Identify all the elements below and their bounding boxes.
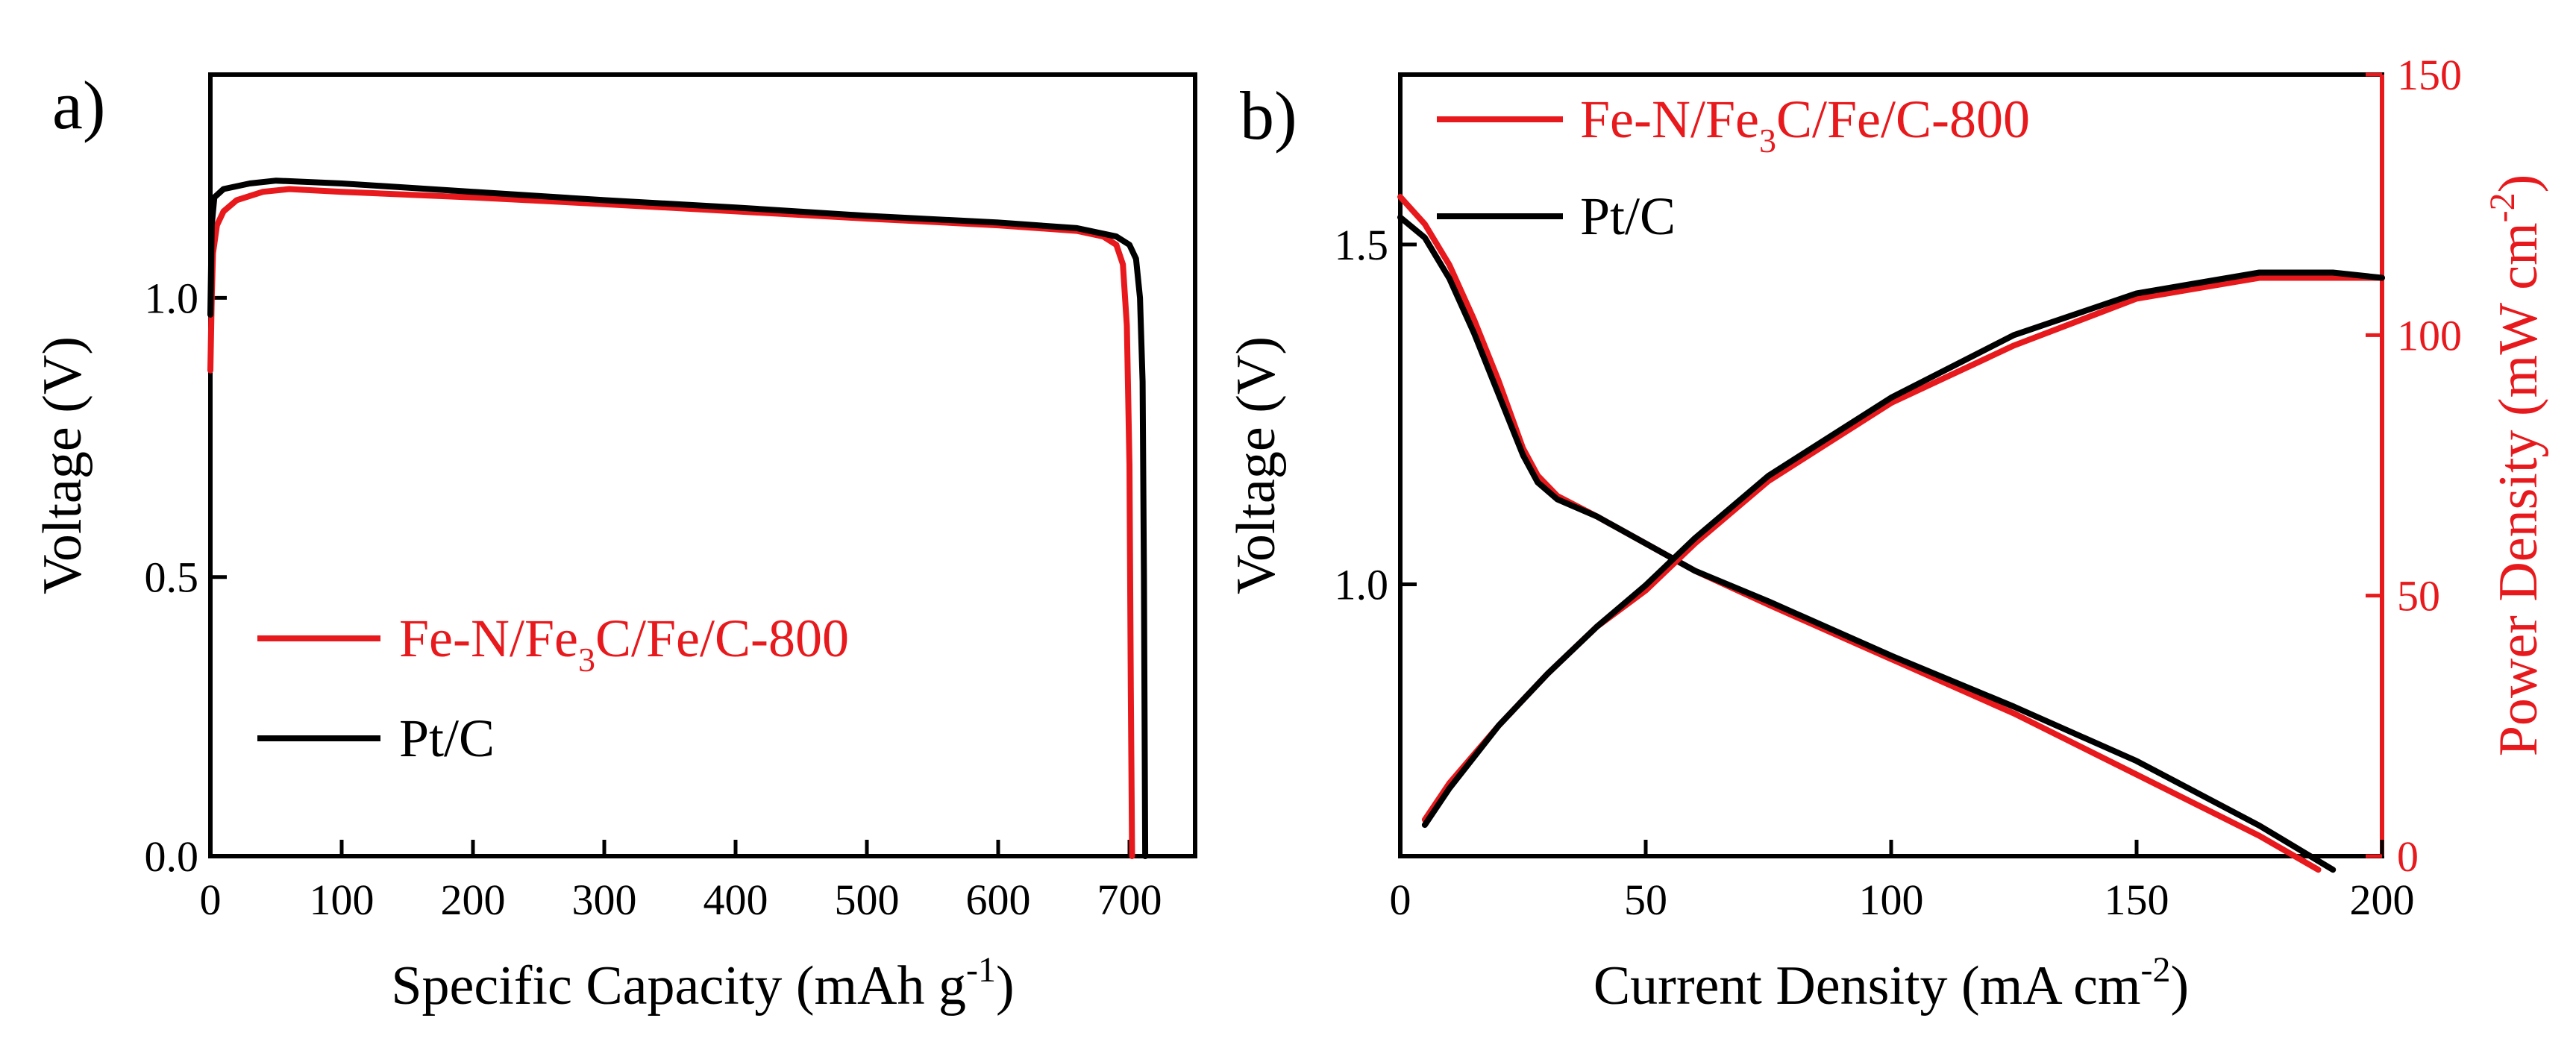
- panel-b-x-tick-label: 50: [1624, 876, 1667, 924]
- panel-b-x-axis-label-main: Current Density (mA cm: [1593, 955, 2141, 1017]
- panel-b-legend-label-pt: Pt/C: [1580, 186, 1676, 246]
- panel-b-x-axis-label-close: ): [2171, 955, 2190, 1017]
- panel-b-x-ticks: 0 50 100 150 200: [1390, 840, 2415, 924]
- panel-b-y-tick-label: 1.0: [1335, 560, 1389, 609]
- panel-a-x-axis-label: Specific Capacity (mAh g-1): [391, 950, 1014, 1017]
- panel-a-series-line-1: [207, 177, 1149, 859]
- panel-a-y-tick-label: 0.5: [145, 553, 199, 602]
- panel-b-x-tick-label: 100: [1859, 876, 1924, 924]
- panel-a-x-ticks: 0 100 200 300 400 500 600 700: [200, 840, 1162, 924]
- chart-panel-b: b) 0 50 100 150 200 1.0 1.5 0 50 100 150 Current…: [1226, 51, 2549, 1017]
- panel-b-y2-tick-label: 150: [2397, 51, 2462, 99]
- panel-b-x-tick-label: 0: [1390, 876, 1411, 924]
- panel-a-x-tick-label: 500: [835, 876, 900, 924]
- panel-a-x-tick-label: 100: [310, 876, 375, 924]
- panel-a-x-tick-label: 200: [441, 876, 506, 924]
- panel-b-series-line-2: [1421, 274, 2385, 823]
- panel-b-series-line-1: [1397, 214, 2337, 873]
- panel-a-label: a): [52, 67, 105, 143]
- panel-a-y-ticks: 0.0 0.5 1.0: [145, 274, 227, 881]
- panel-b-left-y-ticks: 1.0 1.5: [1335, 221, 1417, 609]
- panel-b-series-lines: [1397, 194, 2385, 873]
- panel-b-y2-tick-label: 100: [2397, 311, 2462, 359]
- panel-a-x-tick-label: 300: [572, 876, 637, 924]
- panel-a-plot-frame: [208, 72, 1197, 858]
- panel-b-series-line-0: [1397, 194, 2322, 873]
- panel-a-x-tick-label: 700: [1097, 876, 1162, 924]
- panel-b-right-y-ticks: 0 50 100 150: [2366, 51, 2462, 881]
- panel-a-y-axis-label: Voltage (V): [32, 336, 93, 594]
- panel-a-x-tick-label: 0: [200, 876, 222, 924]
- panel-b-y2-tick-label: 0: [2397, 832, 2419, 881]
- panel-a-x-tick-label: 600: [966, 876, 1031, 924]
- panel-a-legend: Fe-N/Fe3C/Fe/C-800 Pt/C: [257, 609, 849, 768]
- chart-panel-a: a) 0 100 200 300 400 500 600 700 0.0 0.5 1.0 Spec…: [32, 67, 1197, 1017]
- panel-a-y-tick-label: 0.0: [145, 832, 199, 881]
- panel-b-plot-frame: [1398, 72, 2384, 858]
- panel-a-series-lines: [207, 177, 1149, 859]
- panel-a-legend-label-pt: Pt/C: [399, 708, 495, 768]
- panel-b-legend: Fe-N/Fe3C/Fe/C-800 Pt/C: [1437, 89, 2030, 246]
- panel-b-label: b): [1240, 78, 1297, 154]
- panel-b-y2-tick-label: 50: [2397, 572, 2440, 620]
- panel-b-right-y-axis-label: Power Density (mW cm-2): [2483, 175, 2549, 757]
- panel-b-y-tick-label: 1.5: [1335, 221, 1389, 269]
- panel-b-x-tick-label: 200: [2350, 876, 2415, 924]
- panel-a-x-axis-label-sup: -1: [966, 950, 996, 990]
- panel-b-y-axis-label: Voltage (V): [1226, 336, 1287, 594]
- panel-b-x-axis-label-sup: -2: [2141, 950, 2171, 990]
- panel-a-series-line-0: [207, 186, 1135, 859]
- panel-b-x-tick-label: 150: [2105, 876, 2169, 924]
- panel-b-series-line-3: [1421, 269, 2385, 829]
- panel-a-legend-label-fe: Fe-N/Fe3C/Fe/C-800: [399, 609, 849, 679]
- panel-b-x-axis-label: Current Density (mA cm-2): [1593, 950, 2189, 1017]
- panel-b-legend-label-fe: Fe-N/Fe3C/Fe/C-800: [1580, 89, 2030, 160]
- panel-a-x-axis-label-close: ): [996, 955, 1015, 1017]
- panel-a-x-tick-label: 400: [703, 876, 768, 924]
- panel-a-x-axis-label-main: Specific Capacity (mAh g: [391, 955, 966, 1017]
- panel-a-y-tick-label: 1.0: [145, 274, 199, 322]
